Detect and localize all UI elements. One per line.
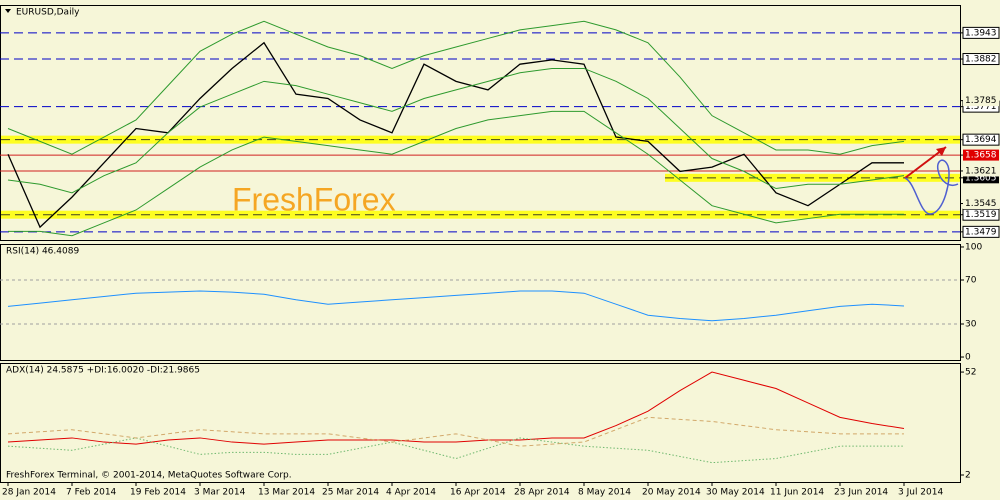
panel-frame — [0, 363, 961, 483]
y-tick-label: 1.3771 — [965, 102, 997, 112]
x-tick-label: 7 Feb 2014 — [66, 488, 117, 498]
y-tick-label: 1.3694 — [965, 135, 997, 145]
y-tick-label: 0 — [965, 353, 971, 363]
y-tick-label: 100 — [965, 242, 982, 252]
x-tick-label: 30 May 2014 — [706, 488, 765, 498]
blue-sketch — [904, 159, 959, 215]
x-tick-label: 25 Mar 2014 — [322, 488, 379, 498]
x-tick-label: 4 Apr 2014 — [386, 488, 436, 498]
x-tick-label: 23 Jun 2014 — [834, 488, 888, 498]
x-tick-label: 3 Jul 2014 — [898, 488, 943, 498]
y-tick-label: 52 — [965, 368, 976, 378]
x-tick-label: 19 Feb 2014 — [130, 488, 186, 498]
x-tick-label: 16 Apr 2014 — [450, 488, 506, 498]
x-tick-label: 20 May 2014 — [642, 488, 701, 498]
x-tick-label: 28 Apr 2014 — [514, 488, 570, 498]
y-tick-label: 1.3785 — [965, 96, 997, 106]
y-tick-label: 1.3943 — [965, 28, 997, 38]
y-tick-label: 1.3545 — [965, 199, 997, 209]
series-line — [7, 20, 905, 155]
x-tick-label: 13 Mar 2014 — [258, 488, 315, 498]
y-tick-label: 70 — [965, 275, 977, 285]
y-tick-label: 1.3658 — [965, 151, 997, 161]
title-marker — [5, 9, 11, 13]
panel-frame — [0, 5, 961, 241]
tick-box — [963, 198, 999, 210]
panel-title: RSI(14) 46.4089 — [6, 247, 79, 257]
x-tick-label: 28 Jan 2014 — [2, 488, 56, 498]
tick-box — [962, 133, 1000, 146]
tick-box — [962, 53, 1000, 66]
y-tick-label: 1.3479 — [965, 227, 997, 237]
y-tick-label: 30 — [965, 320, 977, 330]
y-tick-label: 2 — [965, 471, 971, 481]
panel-title: ADX(14) 24.5875 +DI:16.0020 -DI:21.9865 — [6, 366, 200, 376]
x-tick-label: 3 Mar 2014 — [194, 488, 246, 498]
tick-box — [963, 172, 999, 184]
series-line — [7, 437, 905, 464]
panel-title: EURUSD,Daily — [16, 8, 80, 18]
series-line — [7, 371, 905, 445]
tick-box — [962, 208, 1000, 221]
x-tick-label: 8 May 2014 — [578, 488, 631, 498]
y-tick-label: 1.3605 — [965, 173, 997, 183]
x-tick-label: 11 Jun 2014 — [770, 488, 824, 498]
panel-frame — [0, 244, 961, 361]
watermark: FreshForex — [232, 181, 396, 217]
series-line — [7, 416, 905, 447]
footer: FreshForex Terminal, © 2001-2014, MetaQu… — [6, 471, 292, 481]
series-line — [7, 67, 905, 194]
series-line — [8, 110, 904, 237]
series-line — [7, 41, 904, 229]
y-tick-label: 1.3621 — [965, 166, 997, 176]
chart-layer: EURUSD,Daily1.34791.35191.35451.36051.36… — [0, 5, 1000, 498]
tick-box — [962, 225, 1000, 238]
tick-box — [963, 165, 999, 177]
red-arrowhead — [936, 147, 946, 156]
y-tick-label: 1.3882 — [965, 55, 997, 65]
y-tick-label: 1.3519 — [965, 210, 997, 220]
tick-box — [963, 95, 999, 107]
series-line — [7, 290, 905, 322]
tick-box — [963, 149, 999, 161]
tick-box — [962, 26, 1000, 39]
